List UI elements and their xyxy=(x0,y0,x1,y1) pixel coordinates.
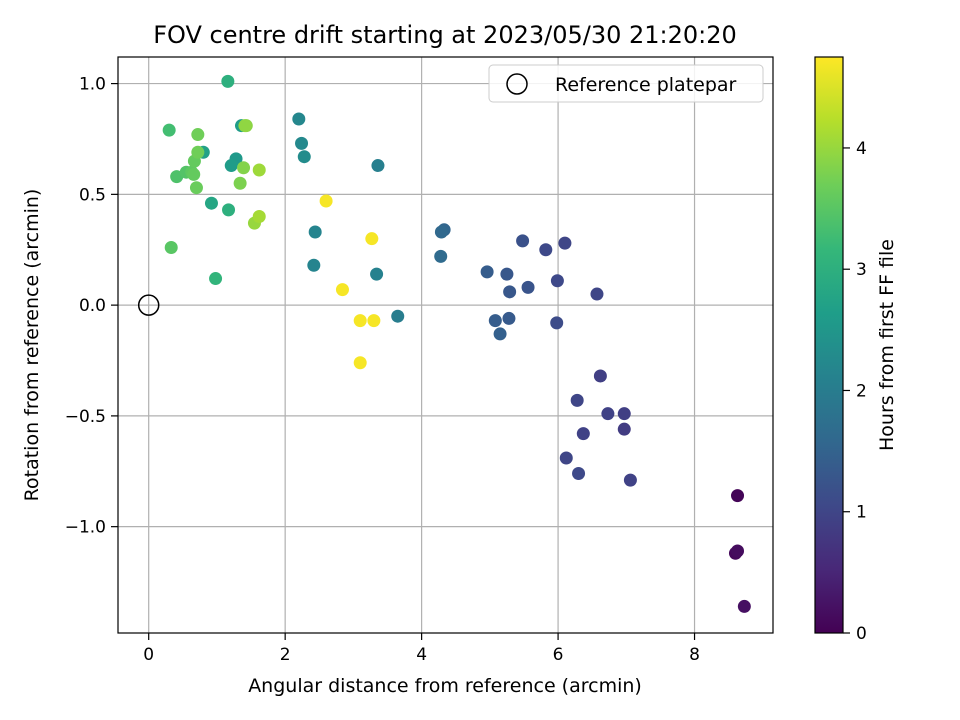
colorbar-fill xyxy=(815,57,843,633)
data-point xyxy=(559,451,573,465)
data-point xyxy=(371,159,385,173)
data-point xyxy=(191,128,205,142)
data-point xyxy=(500,267,514,281)
plot-area: 0 2 4 6 8 −1.0 −0.5 0.0 0.5 1.0 xyxy=(65,56,774,665)
data-point xyxy=(353,314,367,328)
data-point xyxy=(593,369,607,383)
data-point xyxy=(189,181,203,195)
data-point xyxy=(233,176,247,190)
colorbar-tick-label: 1 xyxy=(856,503,867,523)
x-tick-label: 4 xyxy=(416,645,427,665)
y-axis-label: Rotation from reference (arcmin) xyxy=(21,189,43,502)
data-point xyxy=(252,163,266,177)
data-point xyxy=(731,489,745,503)
data-point xyxy=(209,272,223,286)
data-point xyxy=(237,161,251,175)
data-point xyxy=(576,427,590,441)
y-axis-ticks: −1.0 −0.5 0.0 0.5 1.0 xyxy=(65,75,118,538)
data-point xyxy=(307,258,321,272)
y-tick-label: 1.0 xyxy=(79,75,106,95)
colorbar: 0 1 2 3 4 Hours from first FF file xyxy=(814,56,898,644)
legend: Reference platepar xyxy=(488,64,764,103)
colorbar-tick-label: 2 xyxy=(856,381,867,401)
data-point xyxy=(335,283,349,297)
data-point xyxy=(570,393,584,407)
y-tick-label: 0.0 xyxy=(79,296,106,316)
data-point xyxy=(516,234,530,248)
colorbar-tick-label: 4 xyxy=(856,139,867,159)
data-point xyxy=(434,225,448,239)
chart-title: FOV centre drift starting at 2023/05/30 … xyxy=(153,21,737,49)
data-point xyxy=(617,422,631,436)
data-point xyxy=(480,265,494,279)
data-point xyxy=(252,210,266,224)
colorbar-ticks: 0 1 2 3 4 xyxy=(843,139,867,644)
data-point xyxy=(521,280,535,294)
data-point xyxy=(737,599,751,613)
legend-box xyxy=(488,64,764,103)
reference-point xyxy=(137,294,160,316)
reference-marker xyxy=(137,294,160,316)
data-point xyxy=(503,285,517,299)
data-point xyxy=(297,150,311,164)
data-point xyxy=(238,119,252,133)
data-point xyxy=(162,123,176,137)
data-point xyxy=(295,136,309,150)
data-point xyxy=(488,314,502,328)
data-point xyxy=(617,407,631,421)
data-point xyxy=(308,225,322,239)
y-tick-label: 0.5 xyxy=(79,185,106,205)
data-point xyxy=(434,249,448,263)
x-tick-label: 6 xyxy=(553,645,564,665)
colorbar-tick-label: 0 xyxy=(856,624,867,644)
plot-frame xyxy=(117,56,774,634)
data-point xyxy=(550,316,564,330)
data-point xyxy=(370,267,384,281)
x-axis-ticks: 0 2 4 6 8 xyxy=(143,633,700,665)
data-point xyxy=(365,232,379,246)
data-point xyxy=(187,167,201,181)
data-point xyxy=(572,466,586,480)
data-point xyxy=(731,544,745,558)
x-tick-label: 0 xyxy=(143,645,154,665)
data-point xyxy=(191,145,205,159)
data-point xyxy=(204,196,218,210)
plot-background xyxy=(118,57,773,633)
colorbar-frame xyxy=(814,56,844,634)
data-point xyxy=(493,327,507,341)
colorbar-tick-label: 3 xyxy=(856,260,867,280)
data-point xyxy=(221,74,235,88)
data-point xyxy=(164,241,178,255)
data-point xyxy=(367,314,381,328)
data-point xyxy=(558,236,572,250)
data-point xyxy=(224,159,238,173)
x-tick-label: 8 xyxy=(689,645,700,665)
legend-reference-marker xyxy=(506,73,528,95)
x-tick-label: 2 xyxy=(280,645,291,665)
data-point xyxy=(623,473,637,487)
data-point xyxy=(391,309,405,323)
data-point xyxy=(353,356,367,370)
data-point xyxy=(292,112,306,126)
data-point xyxy=(590,287,604,301)
x-axis-label: Angular distance from reference (arcmin) xyxy=(248,675,642,697)
colorbar-label: Hours from first FF file xyxy=(876,239,898,451)
data-point xyxy=(601,407,615,421)
data-point xyxy=(502,311,516,325)
y-tick-label: −1.0 xyxy=(65,518,106,538)
y-tick-label: −0.5 xyxy=(65,407,106,427)
legend-label-reference: Reference platepar xyxy=(555,74,737,96)
data-point xyxy=(539,243,553,257)
data-point xyxy=(222,203,236,217)
data-point xyxy=(550,274,564,288)
data-points xyxy=(162,74,751,613)
data-point xyxy=(319,194,333,208)
